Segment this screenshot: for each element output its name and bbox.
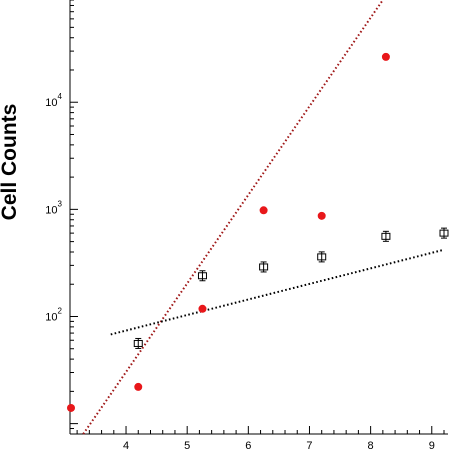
fit-line-red xyxy=(82,0,384,435)
point-red xyxy=(259,206,268,215)
point-open xyxy=(259,261,269,273)
point-open xyxy=(381,230,391,242)
x-axis-ticks: 4 5 6 7 8 9 xyxy=(76,426,445,452)
x-tick-label: 4 xyxy=(123,440,129,452)
point-red xyxy=(381,52,390,61)
data-points xyxy=(67,52,449,412)
point-red xyxy=(198,304,207,313)
y-tick-label: 104 xyxy=(45,92,62,109)
point-red xyxy=(317,211,326,220)
point-red xyxy=(67,403,75,412)
y-axis-title: Cell Counts xyxy=(0,104,21,221)
x-tick-label: 9 xyxy=(429,440,435,452)
fit-line-black xyxy=(110,248,445,336)
point-open xyxy=(317,251,327,263)
y-tick-label: 102 xyxy=(45,306,62,323)
point-open xyxy=(439,227,449,239)
y-tick-label: 103 xyxy=(45,199,62,216)
y-axis-ticks: 102 103 104 xyxy=(45,0,78,435)
point-open xyxy=(133,337,143,349)
x-tick-label: 6 xyxy=(245,440,251,452)
point-red xyxy=(134,382,143,391)
fit-lines xyxy=(82,0,445,435)
x-tick-label: 5 xyxy=(184,440,190,452)
x-tick-label: 8 xyxy=(368,440,374,452)
point-open xyxy=(197,270,207,282)
x-tick-label: 7 xyxy=(306,440,312,452)
